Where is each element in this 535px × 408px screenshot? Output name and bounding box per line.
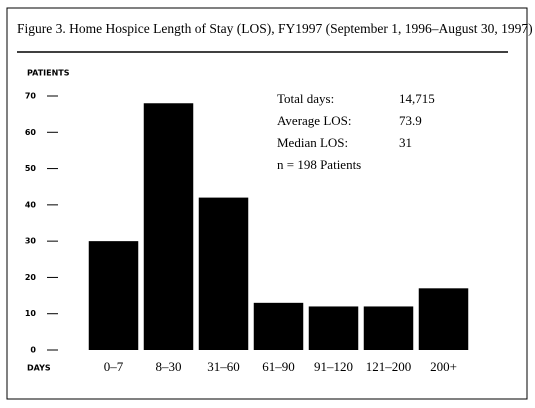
y-tick-label: 20	[25, 273, 37, 282]
annotation-label: Median LOS:	[277, 135, 348, 150]
annotation-value: 14,715	[399, 91, 435, 106]
y-tick-label: 50	[25, 164, 37, 173]
bar	[88, 241, 139, 350]
y-tick-label: 10	[25, 309, 37, 318]
bar	[418, 288, 469, 350]
x-axis-label: DAYS	[27, 364, 51, 373]
x-tick-label: 8–30	[156, 359, 182, 374]
bar	[308, 306, 359, 350]
x-tick-label: 91–120	[314, 359, 353, 374]
bar	[363, 306, 414, 350]
chart-title: Figure 3. Home Hospice Length of Stay (L…	[17, 21, 533, 36]
annotation-label: Total days:	[277, 91, 334, 106]
bar	[253, 302, 304, 350]
y-tick-label: 40	[25, 200, 37, 209]
x-tick-label: 121–200	[366, 359, 412, 374]
y-tick-label: 70	[25, 92, 37, 101]
x-tick-label: 0–7	[104, 359, 124, 374]
x-tick-label: 200+	[430, 359, 457, 374]
y-axis-label: PATIENTS	[27, 69, 70, 78]
annotation-value: 73.9	[399, 113, 422, 128]
y-tick-label: 30	[25, 237, 37, 246]
bar	[198, 197, 249, 350]
annotation-label: Average LOS:	[277, 113, 351, 128]
x-tick-label: 31–60	[207, 359, 240, 374]
frame	[6, 7, 528, 400]
x-tick-label: 61–90	[262, 359, 295, 374]
annotation-value: 31	[399, 135, 412, 150]
y-tick-label: 0	[30, 346, 36, 355]
y-tick-label: 60	[25, 128, 37, 137]
annotation-label: n = 198 Patients	[277, 157, 361, 172]
bar	[143, 103, 194, 350]
